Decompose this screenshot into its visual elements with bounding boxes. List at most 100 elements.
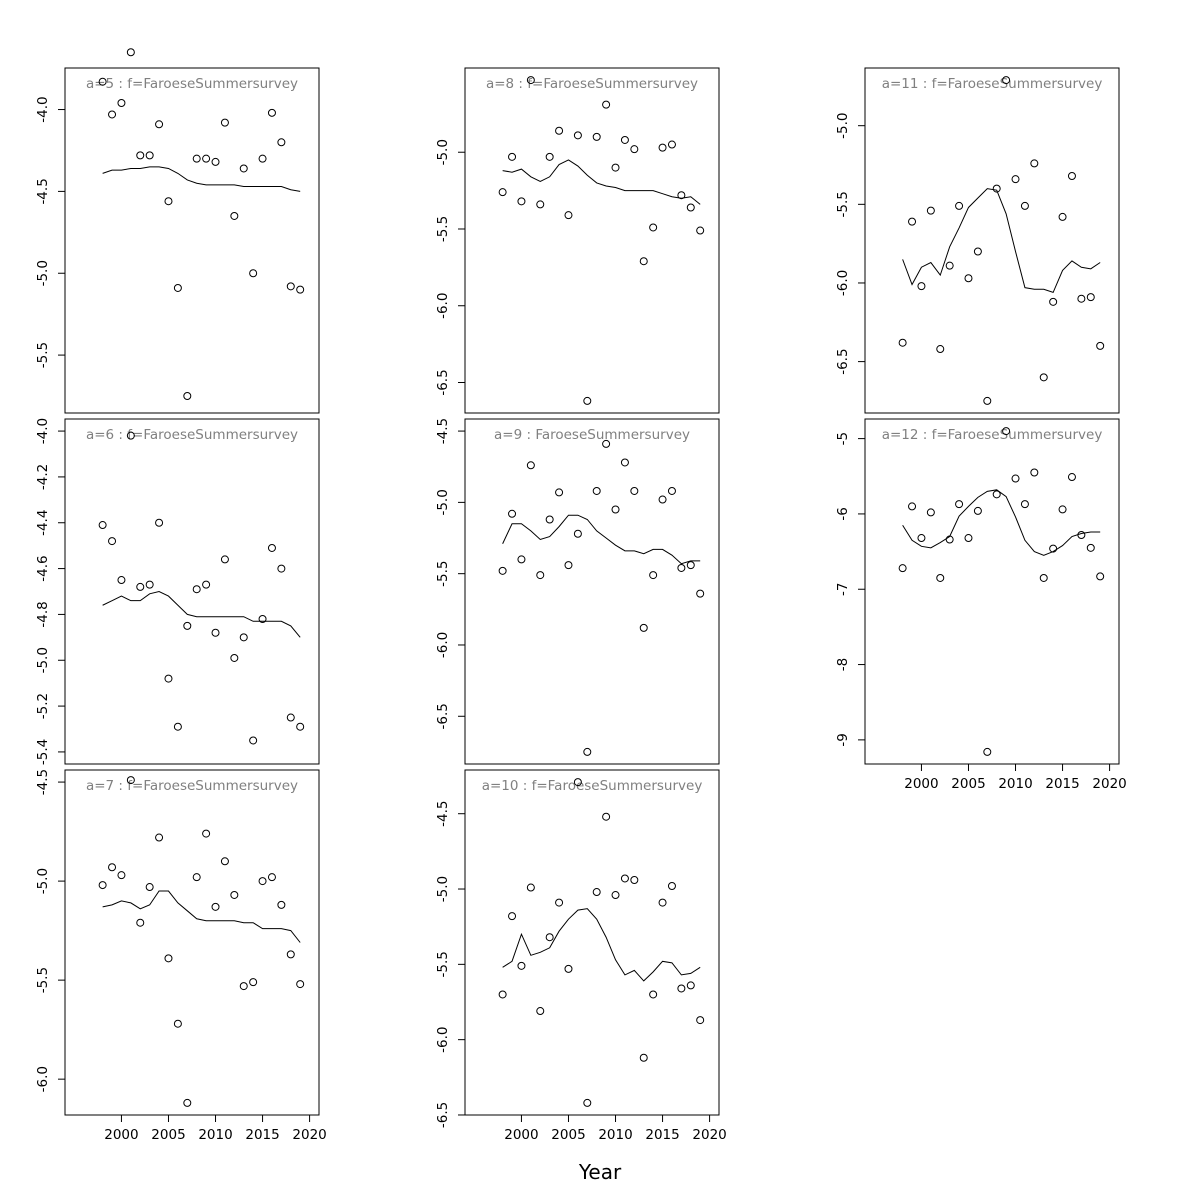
data-point-a11-11: [1002, 76, 1011, 85]
y-tick-label-a7-3: -6.0: [35, 1066, 51, 1092]
data-point-a7-16: [249, 978, 258, 987]
data-point-a8-11: [602, 100, 611, 109]
panel-title-a8: a=8 : f=FaroeseSummersurvey: [486, 76, 698, 92]
y-tick-label-a12-4: -9: [835, 733, 851, 746]
data-point-a10-11: [602, 812, 611, 821]
data-point-a7-7: [164, 954, 173, 963]
data-point-a12-12: [1011, 474, 1020, 483]
data-point-a11-21: [1096, 341, 1105, 350]
data-point-a5-16: [249, 269, 258, 278]
data-point-a6-14: [230, 653, 239, 662]
data-point-a9-20: [686, 561, 695, 570]
data-point-a6-15: [239, 633, 248, 642]
x-tick-label-a10-3: 2015: [645, 1127, 679, 1143]
y-tick-label-a8-2: -6.0: [435, 293, 451, 319]
data-point-a5-3: [126, 48, 135, 57]
data-point-a6-3: [126, 431, 135, 440]
y-tick-label-a11-3: -6.5: [835, 348, 851, 374]
x-tick-label-a10-0: 2000: [504, 1127, 538, 1143]
data-point-a9-19: [677, 563, 686, 572]
data-point-a5-5: [145, 151, 154, 160]
data-point-a12-17: [1058, 505, 1067, 514]
data-point-a12-5: [945, 535, 954, 544]
y-tick-label-a8-3: -6.5: [435, 369, 451, 395]
fit-line-a8: [502, 159, 701, 205]
y-tick-label-a12-1: -6: [835, 507, 851, 520]
data-point-a7-15: [239, 982, 248, 991]
y-tick-label-a7-2: -5.5: [35, 967, 51, 993]
data-point-a8-5: [545, 152, 554, 161]
data-point-a9-0: [498, 566, 507, 575]
data-point-a11-17: [1058, 212, 1067, 221]
data-point-a9-21: [696, 589, 705, 598]
data-point-a5-8: [173, 283, 182, 292]
data-point-a7-21: [296, 980, 305, 989]
y-tick-label-a6-2: -4.4: [35, 510, 51, 536]
data-point-a9-14: [630, 486, 639, 495]
data-point-a12-2: [917, 534, 926, 543]
data-point-a7-0: [98, 881, 107, 890]
data-point-a6-20: [286, 713, 295, 722]
data-point-a8-19: [677, 191, 686, 200]
data-point-a5-7: [164, 197, 173, 206]
data-point-a5-1: [108, 110, 117, 119]
fit-line-a10: [502, 908, 701, 982]
data-point-a7-5: [145, 883, 154, 892]
data-point-a11-0: [898, 338, 907, 347]
data-point-a7-10: [192, 873, 201, 882]
data-point-a5-17: [258, 154, 267, 163]
data-point-a6-0: [98, 521, 107, 530]
data-point-a5-11: [202, 154, 211, 163]
data-point-a5-6: [155, 120, 164, 129]
x-tick-label-a10-1: 2005: [551, 1127, 585, 1143]
data-point-a11-1: [908, 217, 917, 226]
fit-line-a9: [502, 514, 701, 565]
data-point-a6-1: [108, 537, 117, 546]
y-tick-label-a8-1: -5.5: [435, 216, 451, 242]
y-tick-label-a9-4: -6.5: [435, 703, 451, 729]
y-tick-label-a11-0: -5.0: [835, 113, 851, 139]
y-tick-label-a5-0: -4.0: [35, 96, 51, 122]
data-point-a9-16: [649, 571, 658, 580]
data-point-a5-18: [267, 108, 276, 117]
data-point-a10-7: [564, 964, 573, 973]
y-tick-label-a6-0: -4.0: [35, 418, 51, 444]
data-point-a7-17: [258, 877, 267, 886]
data-point-a9-6: [555, 488, 564, 497]
data-point-a7-3: [126, 776, 135, 785]
data-point-a8-18: [667, 140, 676, 149]
data-point-a6-21: [296, 722, 305, 731]
panel-title-a10: a=10 : f=FaroeseSummersurvey: [482, 778, 703, 794]
data-point-a11-9: [983, 396, 992, 405]
data-point-a5-13: [220, 118, 229, 127]
data-point-a8-20: [686, 203, 695, 212]
data-point-a12-9: [983, 747, 992, 756]
fit-line-a7: [102, 890, 301, 943]
x-tick-label-a12-4: 2020: [1092, 776, 1126, 792]
data-point-a8-10: [592, 132, 601, 141]
y-tick-label-a10-4: -6.5: [435, 1102, 451, 1128]
x-tick-label-a10-2: 2010: [598, 1127, 632, 1143]
data-point-a12-6: [955, 500, 964, 509]
y-tick-label-a5-1: -4.5: [35, 178, 51, 204]
data-point-a10-0: [498, 990, 507, 999]
data-point-a11-10: [992, 184, 1001, 193]
y-tick-label-a9-2: -5.5: [435, 561, 451, 587]
x-tick-label-a12-3: 2015: [1045, 776, 1079, 792]
data-point-a11-7: [964, 274, 973, 283]
y-tick-label-a9-3: -6.0: [435, 632, 451, 658]
data-point-a8-21: [696, 226, 705, 235]
data-point-a9-15: [639, 623, 648, 632]
y-tick-label-a9-0: -4.5: [435, 418, 451, 444]
data-point-a9-11: [602, 439, 611, 448]
data-point-a12-19: [1077, 531, 1086, 540]
data-point-a10-2: [517, 961, 526, 970]
data-point-a7-14: [230, 890, 239, 899]
data-point-a8-4: [536, 200, 545, 209]
data-point-a7-6: [155, 833, 164, 842]
panel-title-a11: a=11 : f=FaroeseSummersurvey: [882, 76, 1103, 92]
panel-title-a5: a=5 : f=FaroeseSummersurvey: [86, 76, 298, 92]
